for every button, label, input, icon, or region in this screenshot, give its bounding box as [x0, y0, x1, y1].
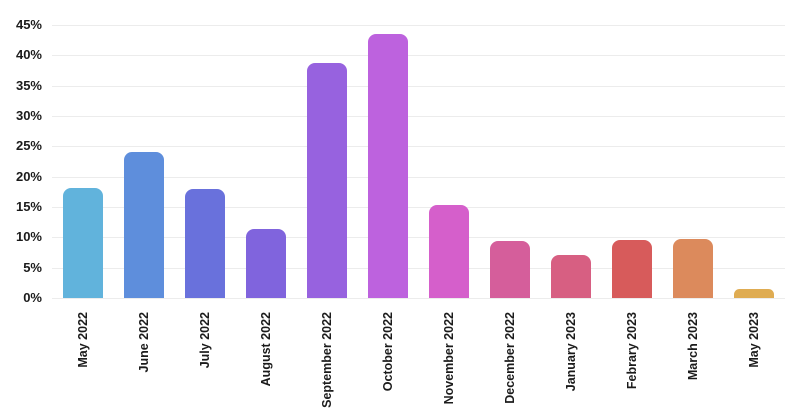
x-slot-november-2022: November 2022 — [418, 312, 479, 411]
bar-slot-january-2023 — [541, 25, 602, 298]
x-label-october-2022: October 2022 — [380, 312, 395, 392]
y-tick-label-30: 30% — [15, 108, 42, 123]
bar-august-2022[interactable] — [245, 229, 286, 298]
x-slot-may-2023: May 2023 — [724, 312, 785, 411]
bar-june-2022[interactable] — [123, 151, 164, 298]
bar-slot-november-2022 — [418, 25, 479, 298]
gridline-25 — [52, 146, 785, 148]
bar-slot-febrary-2023 — [602, 25, 663, 298]
gridline-20 — [52, 176, 785, 178]
gridline-0 — [52, 298, 785, 299]
bar-january-2023[interactable] — [551, 254, 592, 298]
x-label-september-2022: September 2022 — [319, 312, 334, 408]
x-slot-june-2022: June 2022 — [113, 312, 174, 411]
bars-container — [52, 25, 785, 298]
y-tick-label-35: 35% — [15, 77, 42, 93]
bar-slot-july-2022 — [174, 25, 235, 298]
bar-december-2022[interactable] — [490, 240, 531, 298]
bar-slot-june-2022 — [113, 25, 174, 298]
x-slot-febrary-2023: Febrary 2023 — [602, 312, 663, 411]
bar-may-2023[interactable] — [734, 288, 775, 298]
x-slot-october-2022: October 2022 — [357, 312, 418, 411]
bar-febrary-2023[interactable] — [612, 239, 653, 298]
bar-november-2022[interactable] — [429, 205, 469, 298]
x-label-november-2022: November 2022 — [442, 312, 456, 405]
y-axis: 0% 5% 10% 15% 20% 25% 30% 35% 40% 45% — [0, 17, 44, 305]
gridline-10 — [52, 237, 785, 239]
gridline-45 — [52, 25, 785, 26]
y-tick-label-0: 0% — [23, 290, 42, 305]
gridline-15 — [52, 207, 785, 208]
bar-slot-may-2022 — [52, 25, 113, 298]
y-tick-label-10: 10% — [15, 229, 42, 245]
x-slot-may-2022: May 2022 — [52, 312, 113, 411]
x-slot-september-2022: September 2022 — [296, 312, 357, 411]
x-slot-january-2023: January 2023 — [541, 312, 602, 411]
bar-march-2023[interactable] — [673, 239, 714, 298]
bar-slot-may-2023 — [724, 25, 785, 298]
x-slot-march-2023: March 2023 — [663, 312, 724, 411]
gridline-35 — [52, 85, 785, 87]
x-label-july-2022: July 2022 — [197, 312, 212, 369]
plot-area — [52, 25, 785, 299]
bar-slot-march-2023 — [663, 25, 724, 298]
x-label-march-2023: March 2023 — [686, 312, 701, 381]
bar-slot-september-2022 — [296, 25, 357, 298]
x-slot-july-2022: July 2022 — [174, 312, 235, 411]
y-tick-label-15: 15% — [15, 199, 42, 214]
bar-slot-october-2022 — [357, 25, 418, 298]
bar-september-2022[interactable] — [306, 63, 347, 298]
x-label-august-2022: August 2022 — [258, 312, 273, 387]
x-label-febrary-2023: Febrary 2023 — [625, 312, 640, 390]
y-tick-label-45: 45% — [15, 17, 42, 32]
x-slot-august-2022: August 2022 — [235, 312, 296, 411]
x-label-january-2023: January 2023 — [564, 312, 579, 392]
gridline-5 — [52, 267, 785, 269]
gridline-30 — [52, 116, 785, 117]
x-label-december-2022: December 2022 — [503, 312, 518, 404]
bar-october-2022[interactable] — [367, 34, 408, 298]
y-tick-label-5: 5% — [23, 259, 42, 275]
bar-july-2022[interactable] — [184, 189, 225, 298]
y-tick-label-40: 40% — [15, 47, 42, 63]
x-axis: May 2022 June 2022 July 2022 August 2022 Sep… — [52, 312, 785, 411]
gridline-40 — [52, 55, 785, 57]
x-slot-december-2022: December 2022 — [480, 312, 541, 411]
y-tick-label-20: 20% — [15, 168, 42, 184]
x-label-may-2022: May 2022 — [75, 312, 90, 368]
bar-may-2022[interactable] — [62, 187, 103, 298]
x-label-june-2022: June 2022 — [136, 312, 151, 373]
y-tick-label-25: 25% — [15, 138, 42, 154]
bar-slot-august-2022 — [235, 25, 296, 298]
x-label-may-2023: May 2023 — [747, 312, 762, 368]
bar-slot-december-2022 — [480, 25, 541, 298]
